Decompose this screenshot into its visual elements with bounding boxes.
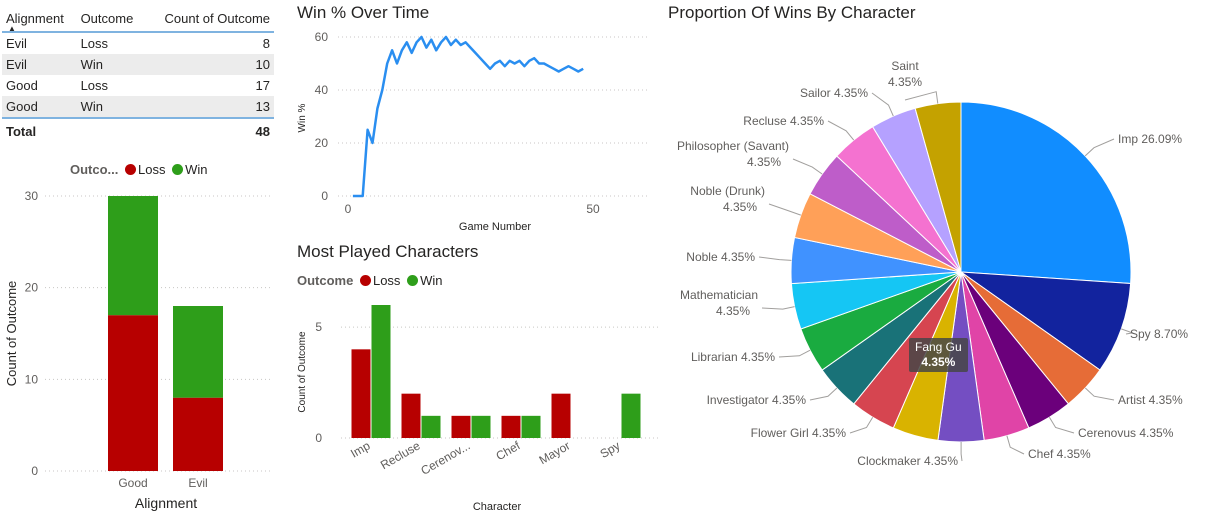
tooltip-value: 4.35% xyxy=(915,355,962,370)
bar-win-recluse xyxy=(422,416,441,438)
pie-data-label: Clockmaker 4.35% xyxy=(857,454,958,468)
pie-data-label: Sailor 4.35% xyxy=(800,86,868,100)
bar-win-evil xyxy=(173,306,223,398)
x-axis-title: Character xyxy=(473,501,522,513)
pie-value-label: 4.35% xyxy=(888,75,922,89)
x-tick-label: Mayor xyxy=(537,438,573,467)
x-tick-label: Spy xyxy=(598,438,623,460)
pie-data-label: Artist 4.35% xyxy=(1118,393,1183,407)
leader-line xyxy=(779,350,810,357)
pie-data-label: Chef 4.35% xyxy=(1028,447,1091,461)
win-pct-line xyxy=(353,37,583,196)
x-axis-title: Game Number xyxy=(459,221,531,233)
bar-win-good xyxy=(108,196,158,315)
y-tick-label: 60 xyxy=(315,30,329,44)
leader-line xyxy=(1085,139,1114,156)
pie-category-label: Noble (Drunk) xyxy=(690,184,765,198)
leader-line xyxy=(1049,417,1074,433)
y-tick-label: 0 xyxy=(31,464,38,478)
bar-win-spy xyxy=(622,394,641,438)
x-tick-label: Recluse xyxy=(378,438,423,472)
leader-line xyxy=(762,307,795,310)
bar-loss-recluse xyxy=(402,394,421,438)
leader-line xyxy=(850,417,873,433)
x-tick-label: 50 xyxy=(586,202,600,216)
leader-line xyxy=(905,92,938,104)
x-tick-label: Imp xyxy=(348,438,373,460)
x-tick-label: Cerenov... xyxy=(418,438,472,477)
bar-loss-cerenov xyxy=(452,416,471,438)
x-tick-label: 0 xyxy=(345,202,352,216)
pie-data-label: Flower Girl 4.35% xyxy=(751,426,847,440)
y-tick-label: 20 xyxy=(315,136,329,150)
y-axis-title: Count of Outcome xyxy=(4,281,19,387)
leader-line xyxy=(872,93,893,116)
pie-category-label: Saint xyxy=(891,59,919,73)
pie-data-label: Recluse 4.35% xyxy=(743,114,824,128)
pie-category-label: Mathematician xyxy=(680,288,758,302)
pie-category-label: Philosopher (Savant) xyxy=(677,139,789,153)
bar-loss-good xyxy=(108,315,158,471)
leader-line xyxy=(828,121,854,140)
bar-loss-chef xyxy=(502,416,521,438)
pie-data-label: Noble 4.35% xyxy=(686,250,755,264)
leader-line xyxy=(961,442,962,461)
leader-line xyxy=(793,159,822,174)
y-tick-label: 0 xyxy=(315,431,322,445)
leader-line xyxy=(1085,388,1114,400)
bar-win-chef xyxy=(522,416,541,438)
leader-line xyxy=(810,388,837,400)
pie-value-label: 4.35% xyxy=(747,155,781,169)
pie-data-label: Spy 8.70% xyxy=(1130,327,1188,341)
bar-loss-mayor xyxy=(552,394,571,438)
x-tick-label: Evil xyxy=(188,476,207,490)
y-tick-label: 20 xyxy=(25,281,39,295)
pie-data-label: Cerenovus 4.35% xyxy=(1078,426,1174,440)
bar-loss-imp xyxy=(352,349,371,438)
pie-value-label: 4.35% xyxy=(723,200,757,214)
y-tick-label: 0 xyxy=(321,189,328,203)
pie-slices xyxy=(791,102,1131,442)
y-tick-label: 40 xyxy=(315,83,329,97)
pie-value-label: 4.35% xyxy=(716,304,750,318)
pie-slice-imp xyxy=(961,102,1131,284)
y-axis-title: Count of Outcome xyxy=(297,331,308,413)
x-axis-title: Alignment xyxy=(135,495,197,511)
bar-win-cerenov xyxy=(472,416,491,438)
bar-loss-evil xyxy=(173,398,223,471)
y-tick-label: 30 xyxy=(25,189,39,203)
y-tick-label: 5 xyxy=(315,320,322,334)
leader-line xyxy=(769,204,801,215)
pie-data-label: Librarian 4.35% xyxy=(691,350,775,364)
tooltip-name: Fang Gu xyxy=(915,340,962,355)
x-tick-label: Chef xyxy=(494,438,524,463)
leader-line xyxy=(1007,436,1024,454)
pie-tooltip: Fang Gu 4.35% xyxy=(909,338,968,372)
y-tick-label: 10 xyxy=(25,372,39,386)
pie-data-label: Imp 26.09% xyxy=(1118,132,1182,146)
leader-line xyxy=(759,257,791,260)
pie-data-label: Investigator 4.35% xyxy=(707,393,807,407)
y-axis-title: Win % xyxy=(297,103,308,132)
bar-win-imp xyxy=(372,305,391,438)
x-tick-label: Good xyxy=(118,476,147,490)
